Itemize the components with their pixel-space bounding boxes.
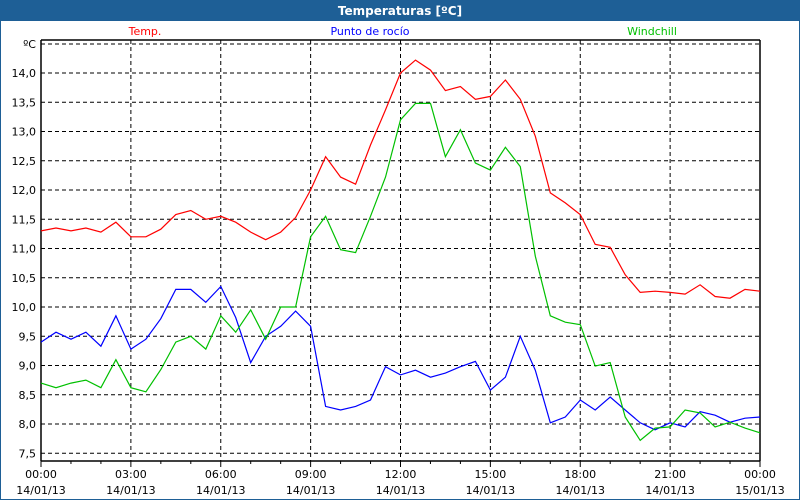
y-tick-label: 12,0	[12, 184, 37, 197]
legend-windchill: Windchill	[627, 25, 677, 38]
y-tick-label: 10,0	[12, 301, 37, 314]
y-tick-label: 13,0	[12, 126, 37, 139]
series-line-temp	[40, 59, 761, 299]
x-tick-time: 09:00	[295, 468, 327, 481]
y-tick-label: 11,5	[12, 213, 37, 226]
y-tick-label: 8,5	[19, 389, 37, 402]
legend-punto-de-roc-o: Punto de rocío	[330, 25, 409, 38]
x-tick-date: 14/01/13	[645, 484, 694, 497]
y-tick-label: 11,0	[12, 243, 37, 256]
x-tick-date: 14/01/13	[556, 484, 605, 497]
y-tick-label: 9,0	[19, 360, 37, 373]
legend-temp: Temp.	[128, 25, 162, 38]
x-tick-date: 14/01/13	[286, 484, 335, 497]
y-tick-label: 12,5	[12, 155, 37, 168]
y-tick-label: 14,0	[12, 67, 37, 80]
window-title: Temperaturas [ºC]	[1, 1, 799, 21]
y-tick-label: 10,5	[12, 272, 37, 285]
x-tick-date: 14/01/13	[376, 484, 425, 497]
series-line-punto-de-roc-o	[40, 285, 761, 431]
y-tick-label: 13,5	[12, 96, 37, 109]
x-tick-date: 14/01/13	[106, 484, 155, 497]
x-tick-time: 03:00	[115, 468, 147, 481]
x-tick-date: 15/01/13	[735, 484, 784, 497]
x-tick-date: 14/01/13	[466, 484, 515, 497]
x-tick-time: 00:00	[744, 468, 776, 481]
y-axis-unit-label: ºC	[23, 38, 36, 51]
x-tick-time: 18:00	[564, 468, 596, 481]
x-tick-date: 14/01/13	[16, 484, 65, 497]
x-tick-time: 15:00	[475, 468, 507, 481]
series-line-windchill	[40, 102, 761, 442]
y-tick-label: 8,0	[19, 418, 37, 431]
x-tick-time: 00:00	[25, 468, 57, 481]
x-tick-time: 21:00	[654, 468, 686, 481]
x-tick-time: 12:00	[385, 468, 417, 481]
y-tick-label: 9,5	[19, 330, 37, 343]
y-tick-label: 7,5	[19, 447, 37, 460]
x-tick-time: 06:00	[205, 468, 237, 481]
x-tick-date: 14/01/13	[196, 484, 245, 497]
